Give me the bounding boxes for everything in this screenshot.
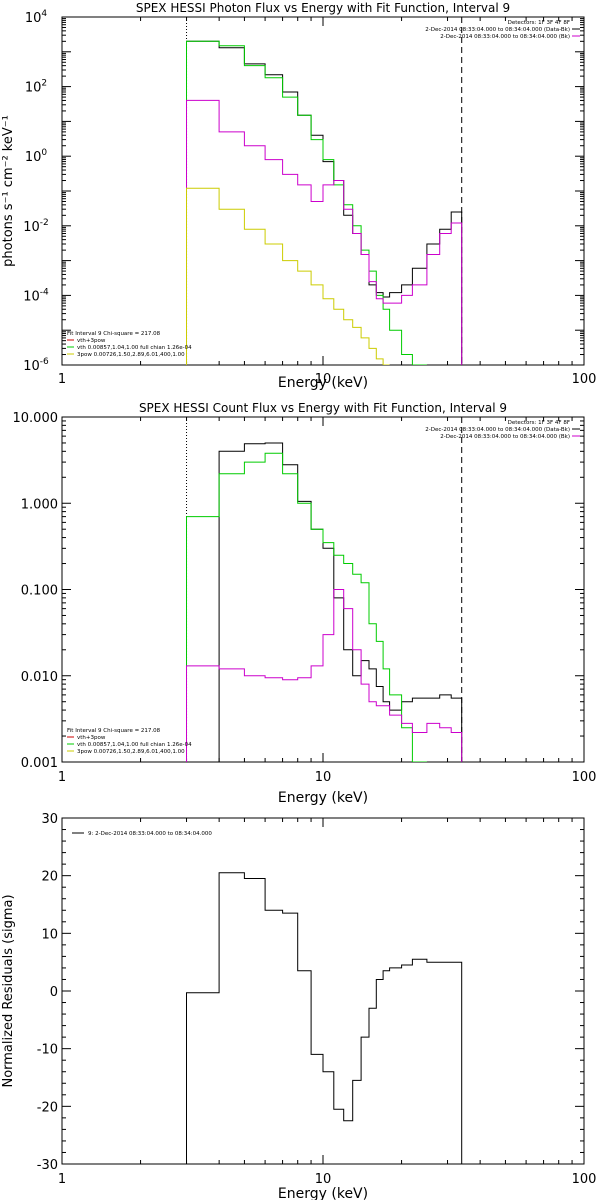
legend-bottom-entry: vth 0.00857,1.04,1.00 full chian 1.26e-0… [77,742,192,748]
y-tick-label: 0 [50,985,58,1000]
series-3-histogram-line [186,589,463,762]
y-tick-label: 1.000 [21,497,58,512]
x-tick-label: 100 [572,770,597,785]
legend-top-entry: Detectors: 1F 3F 4F 8F [508,420,570,426]
legend-bottom-entry: 3pow 0.00726,1.50,2.89,6.01,400,1.00 [77,749,185,755]
x-axis-label: Energy (keV) [278,375,368,391]
series-1-histogram-line [186,442,463,762]
plot-frame [61,817,585,1165]
legend-top-entry: 2-Dec-2014 08:33:04.000 to 08:34:04.000 … [440,434,570,440]
series-4-histogram-line [186,187,390,365]
y-tick-label: 104 [25,9,48,26]
x-tick-label: 100 [572,372,597,387]
x-tick-label: 1 [58,372,66,387]
chart-panel-2: 1 10 100 0.001 0.010 0.100 1.000 10.000 SPEX HES… [13,401,597,806]
y-tick-label: 10.000 [13,411,59,426]
x-tick-label: 1 [58,770,66,785]
y-tick-label: -30 [37,1158,58,1173]
y-tick-label: 20 [41,870,58,885]
y-tick-label: -10 [37,1043,58,1058]
series-2-histogram-line [186,40,427,365]
series-2-histogram-line [186,452,427,762]
plot-frame [61,416,585,763]
chart-title: SPEX HESSI Count Flux vs Energy with Fit… [139,401,507,415]
series-1-histogram-line [186,40,463,365]
y-tick-label: 100 [25,148,48,165]
chart-panel-3: 1 10 100 -30 -20 -10 0 10 20 30 Energy (keV) Normal… [1,812,596,1200]
y-tick-label: 10 [41,927,58,942]
series-3-histogram-line [186,99,463,365]
y-tick-label: 102 [25,79,47,96]
chart-panel-1: 1 10 100 10-6 10-4 10-2 100 102 104 SPEX HESSI Ph… [1,1,596,391]
x-tick-label: 10 [315,372,332,387]
y-tick-label: 30 [41,812,58,827]
y-tick-label: 10-2 [23,218,49,235]
legend-top-entry: 2-Dec-2014 08:33:04.000 to 08:34:04.000 … [440,34,570,40]
y-tick-label: 0.010 [21,670,58,685]
legend-top-entry: 2-Dec-2014 08:33:04.000 to 08:34:04.000 … [425,427,570,433]
y-tick-label: 0.001 [21,756,58,771]
x-axis-label: Energy (keV) [278,790,368,806]
chart-title: SPEX HESSI Photon Flux vs Energy with Fi… [136,1,510,15]
y-tick-label: 10-4 [23,287,49,304]
y-axis-label: Normalized Residuals (sigma) [1,894,16,1087]
y-tick-label: 10-6 [23,357,49,374]
x-tick-label: 1 [58,1172,66,1187]
legend-bottom-entry: vth+3pow [77,338,106,344]
x-tick-label: 10 [315,770,332,785]
y-tick-label: 0.100 [21,584,58,599]
x-tick-label: 100 [572,1172,597,1187]
y-tick-label: -20 [37,1100,58,1115]
series-1-histogram-line [186,872,463,1164]
legend-bottom-entry: Fit Interval 9 Chi-square = 217.08 [67,331,161,337]
x-tick-label: 10 [315,1172,332,1187]
legend-bottom-entry: Fit Interval 9 Chi-square = 217.08 [67,728,161,734]
legend-bottom-entry: vth 0.00857,1.04,1.00 full chian 1.26e-0… [77,345,192,351]
x-axis-label: Energy (keV) [278,1186,368,1200]
legend-bottom-entry: 3pow 0.00726,1.50,2.89,6.01,400,1.00 [77,352,185,358]
y-axis-label: photons s⁻¹ cm⁻² keV⁻¹ [1,115,16,267]
legend-top-entry: 2-Dec-2014 08:33:04.000 to 08:34:04.000 … [425,27,570,33]
legend-entry: 9: 2-Dec-2014 08:33:04.000 to 08:34:04.0… [88,831,212,837]
legend-top-entry: Detectors: 1F 3F 4F 8F [508,20,570,26]
legend-bottom-entry: vth+3pow [77,735,106,741]
